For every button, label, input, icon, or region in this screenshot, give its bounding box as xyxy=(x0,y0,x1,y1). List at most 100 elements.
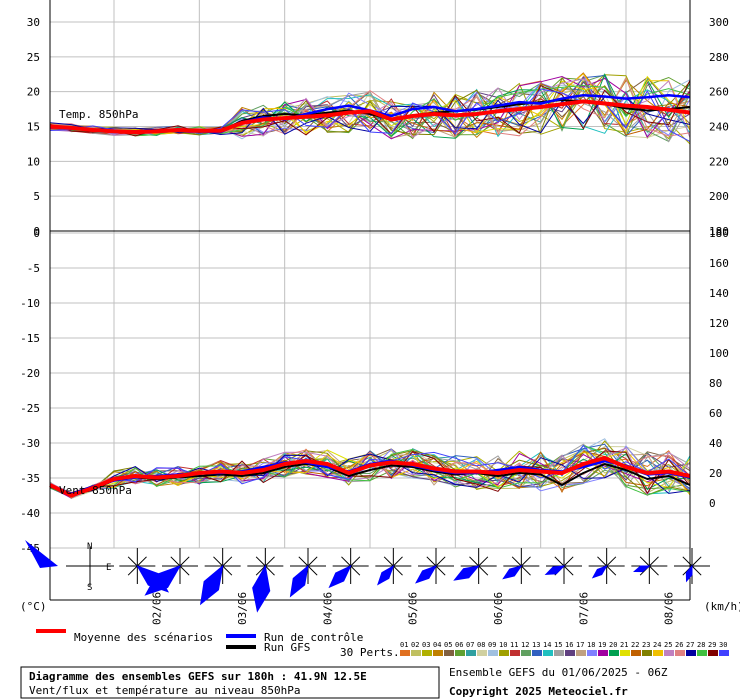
pert-number-label: 17 xyxy=(576,641,584,649)
pert-color-swatch xyxy=(587,650,597,656)
wind-rose-spoke xyxy=(563,556,574,567)
wind-rose-spoke xyxy=(691,565,702,576)
wind-rose-spoke xyxy=(648,556,659,567)
wind-rose-spoke xyxy=(691,556,702,567)
date-label: 06/06 xyxy=(492,592,505,625)
wind-right-tick-label: 100 xyxy=(709,347,729,360)
pert-color-swatch xyxy=(400,650,410,656)
temp-left-tick-label: 10 xyxy=(27,155,40,168)
pert-color-swatch xyxy=(510,650,520,656)
wind-direction-wedge xyxy=(633,565,651,573)
temp-perturbation-line xyxy=(49,77,691,137)
wind-direction-wedge xyxy=(377,564,395,586)
legend-gfs-label: Run GFS xyxy=(264,641,310,654)
pert-number-label: 25 xyxy=(664,641,672,649)
pert-color-swatch xyxy=(543,650,553,656)
pert-number-label: 09 xyxy=(488,641,496,649)
wind-rose-spoke xyxy=(682,556,693,567)
pert-color-swatch xyxy=(532,650,542,656)
wind-rose-spoke xyxy=(264,556,275,567)
wind-direction-wedge xyxy=(25,540,58,568)
pert-color-swatch xyxy=(455,650,465,656)
pert-number-label: 06 xyxy=(455,641,463,649)
wind-rose-spoke xyxy=(606,556,617,567)
wind-rose-spoke xyxy=(350,556,361,567)
wind-direction-wedge xyxy=(415,565,438,584)
wind-rose-spoke xyxy=(597,556,608,567)
wind-rose-spoke xyxy=(563,565,574,576)
pert-number-label: 24 xyxy=(653,641,661,649)
wind-rose-spoke xyxy=(222,556,233,567)
date-label: 05/06 xyxy=(407,592,420,625)
date-label: 03/06 xyxy=(236,592,249,625)
wind-direction-wedge xyxy=(502,565,523,580)
wind-direction-wedge xyxy=(544,565,566,576)
wind-direction-wedge xyxy=(252,564,271,613)
wind-rose-letter: N xyxy=(87,542,92,552)
wind-rose-spoke xyxy=(383,556,394,567)
temp-left-tick-label: 15 xyxy=(27,121,40,134)
pert-color-swatch xyxy=(697,650,707,656)
wind-perturbation-line xyxy=(49,444,691,498)
pert-number-label: 04 xyxy=(433,641,441,649)
wind-rose-spoke xyxy=(639,556,650,567)
wind-rose-spoke xyxy=(520,556,531,567)
wind-rose-spoke xyxy=(435,565,446,576)
pert-color-swatch xyxy=(422,650,432,656)
legend-gfs-swatch xyxy=(226,645,256,649)
pert-color-swatch xyxy=(499,650,509,656)
wind-left-tick-label: -40 xyxy=(20,507,40,520)
wind-rose-spoke xyxy=(478,556,489,567)
temp-left-tick-label: 20 xyxy=(27,86,40,99)
wind-rose-spoke xyxy=(127,556,138,567)
wind-right-tick-label: 0 xyxy=(709,497,716,510)
pert-color-swatch xyxy=(554,650,564,656)
pert-color-swatch xyxy=(488,650,498,656)
wind-perturbation-line xyxy=(49,453,691,496)
pert-color-swatch xyxy=(686,650,696,656)
wind-rose-spoke xyxy=(222,565,233,576)
date-label: 02/06 xyxy=(151,592,164,625)
pert-color-swatch xyxy=(620,650,630,656)
wind-perturbation-line xyxy=(49,447,691,497)
wind-direction-wedge xyxy=(328,564,352,589)
wind-direction-wedge xyxy=(453,565,480,581)
run-info: Ensemble GEFS du 01/06/2025 - 06Z xyxy=(449,666,668,679)
pert-color-swatch xyxy=(664,650,674,656)
wind-rose-spoke xyxy=(179,556,190,567)
pert-number-label: 16 xyxy=(565,641,573,649)
pert-number-label: 10 xyxy=(499,641,507,649)
wind-rose-spoke xyxy=(426,556,437,567)
pert-color-swatch xyxy=(466,650,476,656)
wind-right-tick-label: 80 xyxy=(709,377,722,390)
wind-rose-spoke xyxy=(341,556,352,567)
wind-direction-wedge xyxy=(199,564,224,606)
temp-left-tick-label: 25 xyxy=(27,51,40,64)
wind-right-tick-label: 140 xyxy=(709,287,729,300)
date-label: 07/06 xyxy=(577,592,590,625)
pert-color-swatch xyxy=(675,650,685,656)
wind-rose-spoke xyxy=(136,556,147,567)
pert-color-swatch xyxy=(653,650,663,656)
wind-rose-spoke xyxy=(307,556,318,567)
legend-control-swatch xyxy=(226,634,256,638)
pert-number-label: 01 xyxy=(400,641,408,649)
wind-left-tick-label: -20 xyxy=(20,367,40,380)
pert-number-label: 02 xyxy=(411,641,419,649)
wind-rose-spoke xyxy=(350,565,361,576)
wind-rose-letter: E xyxy=(106,563,111,573)
pert-number-label: 26 xyxy=(675,641,683,649)
date-label: 04/06 xyxy=(321,592,334,625)
pert-number-label: 05 xyxy=(444,641,452,649)
wind-rose-spoke xyxy=(298,556,309,567)
pert-number-label: 07 xyxy=(466,641,474,649)
temp-mean-line xyxy=(49,99,691,135)
legend-perts-label: 30 Perts. xyxy=(340,646,400,659)
wind-left-tick-label: -25 xyxy=(20,402,40,415)
wind-rose-spoke xyxy=(648,565,659,576)
pert-number-label: 14 xyxy=(543,641,551,649)
chart-subtitle: Vent/flux et température au niveau 850hP… xyxy=(29,684,301,697)
pert-number-label: 08 xyxy=(477,641,485,649)
wind-rose-spoke xyxy=(392,565,403,576)
wind-rose-spoke xyxy=(392,556,403,567)
